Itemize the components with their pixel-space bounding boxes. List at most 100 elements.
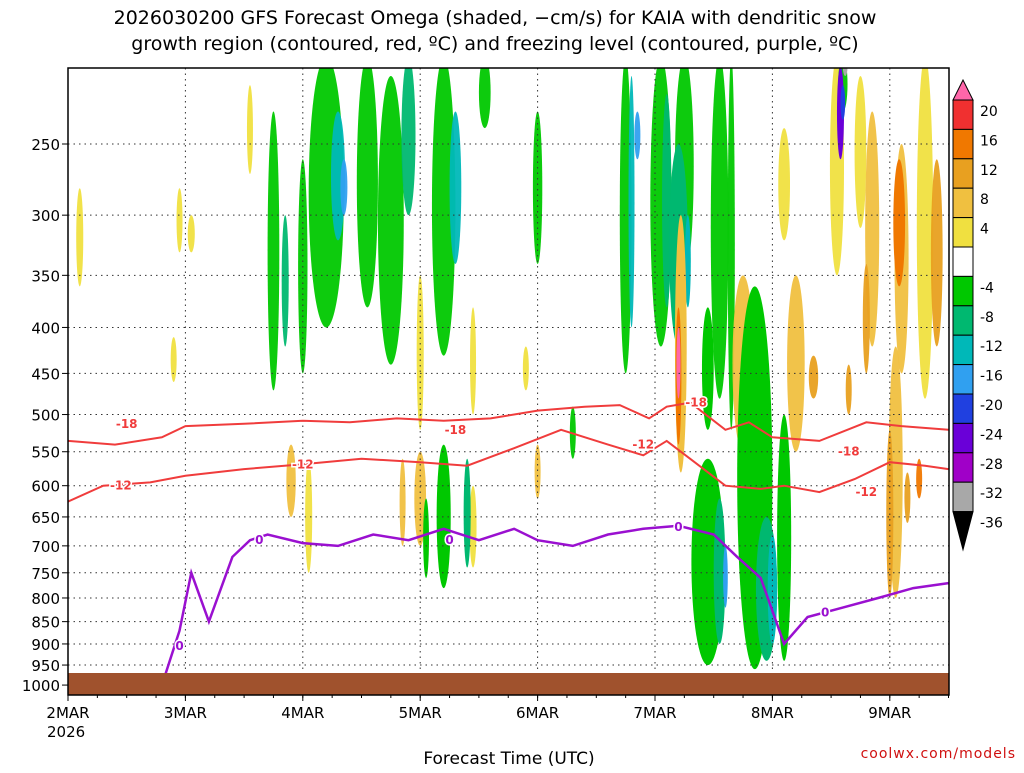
- shade-cell: [399, 458, 406, 546]
- x-tick-label: 4MAR: [281, 704, 324, 722]
- colorbar-label: 16: [980, 133, 998, 149]
- colorbar-top-arrow: [952, 78, 974, 101]
- shade-cell: [267, 111, 280, 391]
- credit-url: coolwx.com/models: [861, 746, 1016, 762]
- colorbar-swatch: [952, 334, 974, 366]
- shade-cell: [808, 355, 819, 399]
- y-tick-label: 850: [31, 614, 60, 632]
- shade-cell: [628, 75, 635, 328]
- shade-cell: [532, 111, 543, 265]
- x-axis-time: 2MAR 3MAR 4MAR 5MAR 6MAR 7MAR 8MAR 9MAR: [46, 695, 949, 722]
- shade-cell: [845, 364, 852, 415]
- shade-cell: [423, 498, 430, 578]
- terrain-underground: [68, 673, 949, 695]
- chart-title-line-2: growth region (contoured, red, ºC) and f…: [131, 33, 858, 55]
- colorbar-label: -12: [980, 339, 1003, 355]
- grid-lines: [68, 68, 949, 695]
- colorbar-label: -24: [980, 427, 1003, 443]
- y-tick-label: 750: [31, 565, 60, 583]
- shade-cell: [176, 188, 183, 253]
- colorbar-label: -8: [980, 310, 994, 326]
- shade-cell: [414, 451, 427, 546]
- y-tick-label: 950: [31, 657, 60, 675]
- y-tick-label: 450: [31, 365, 60, 383]
- contour-label: -12: [855, 485, 877, 499]
- shade-cell: [723, 545, 728, 608]
- shade-cell: [787, 275, 805, 452]
- shade-cell: [713, 498, 726, 644]
- shade-cell: [840, 85, 846, 120]
- shade-cell: [634, 111, 641, 160]
- shade-cell: [676, 327, 681, 399]
- shade-cell: [522, 346, 529, 391]
- colorbar-label: -28: [980, 457, 1003, 473]
- contour--12: [68, 428, 949, 503]
- shade-cell: [777, 414, 792, 661]
- y-tick-label: 700: [31, 538, 60, 556]
- contour-label: -12: [110, 479, 132, 493]
- shade-cell: [893, 159, 906, 287]
- shade-cell: [305, 458, 313, 573]
- omega-shading: [76, 68, 943, 670]
- y-axis-pressure: 250 300 350 400 450 500 550 600 650 700 750 800 850 9…: [22, 136, 68, 695]
- shade-cell: [916, 458, 923, 499]
- contour-lines: -18 -18 -18 -18 -12 -12 -12 -12 0 0 0 0 0: [68, 394, 949, 686]
- shade-cell: [662, 94, 672, 308]
- contour-label: 0: [445, 533, 453, 547]
- shade-cell: [916, 68, 934, 399]
- shade-cell: [470, 307, 477, 415]
- shade-cell: [778, 128, 791, 241]
- contour-label: 0: [255, 533, 263, 547]
- contour--18: [68, 401, 949, 446]
- contour-label: -18: [685, 396, 707, 410]
- x-axis-title: Forecast Time (UTC): [423, 749, 594, 768]
- contour-0: [160, 524, 949, 686]
- colorbar-swatch: [952, 481, 974, 513]
- contour-label: 0: [674, 520, 682, 534]
- shade-cell: [854, 75, 867, 228]
- shade-cell: [710, 68, 729, 399]
- y-tick-label: 800: [31, 590, 60, 608]
- shade-cell: [449, 111, 462, 265]
- x-tick-label: 7MAR: [633, 704, 676, 722]
- y-tick-label: 550: [31, 444, 60, 462]
- x-tick-label: 3MAR: [164, 704, 207, 722]
- colorbar-swatch: [952, 246, 974, 277]
- shade-cell: [281, 215, 289, 347]
- contour-label: -12: [292, 457, 314, 471]
- colorbar-swatch: [952, 217, 974, 248]
- chart-title-line-1: 2026030200 GFS Forecast Omega (shaded, −…: [114, 7, 877, 29]
- shade-cell: [862, 264, 870, 374]
- shade-cell: [930, 159, 943, 347]
- y-tick-label: 900: [31, 636, 60, 654]
- colorbar-swatch: [952, 364, 974, 395]
- colorbar-label: 12: [980, 163, 998, 179]
- colorbar-label: -32: [980, 486, 1003, 502]
- x-axis-year-label: 2026: [47, 723, 85, 741]
- shade-cell: [463, 458, 471, 568]
- colorbar-label: 4: [980, 222, 989, 238]
- shade-cell: [478, 68, 491, 129]
- colorbar-label: -16: [980, 369, 1003, 385]
- colorbar-bottom-arrow: [952, 511, 974, 552]
- shade-cell: [701, 307, 714, 430]
- colorbar-swatch: [952, 128, 974, 160]
- shade-cell: [684, 215, 691, 308]
- y-tick-label: 500: [31, 407, 60, 425]
- shade-cell: [416, 275, 424, 430]
- y-tick-label: 1000: [22, 677, 60, 695]
- colorbar-label: -36: [980, 516, 1003, 532]
- colorbar-swatch: [952, 99, 974, 130]
- shade-cell: [246, 85, 253, 175]
- contour-label: -18: [445, 423, 467, 437]
- y-tick-label: 650: [31, 509, 60, 527]
- y-tick-label: 250: [31, 136, 60, 154]
- shade-cell: [377, 75, 404, 365]
- x-tick-label: 9MAR: [868, 704, 911, 722]
- y-tick-label: 600: [31, 478, 60, 496]
- shade-cell: [286, 444, 296, 517]
- shade-cell: [431, 68, 456, 356]
- colorbar-label: -20: [980, 398, 1003, 414]
- shade-cell: [904, 472, 911, 523]
